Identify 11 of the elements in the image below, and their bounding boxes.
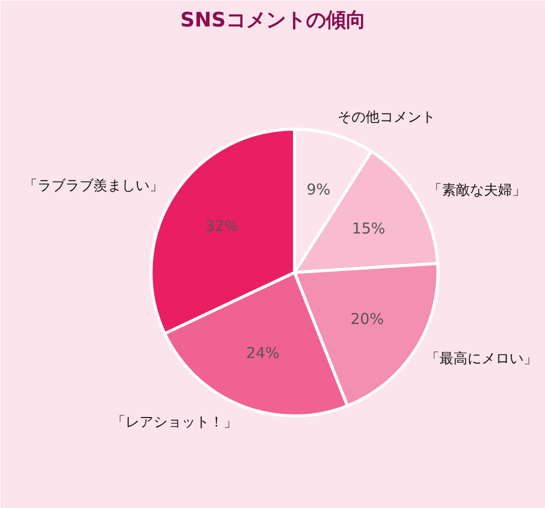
slice-label: 「最高にメロい」	[425, 350, 538, 367]
data-label: 24%	[246, 344, 280, 362]
slice-label: その他コメント	[338, 110, 436, 126]
chart-title: SNSコメントの傾向	[180, 8, 366, 32]
data-label: 32%	[205, 217, 239, 236]
slice-label: 「ラブラブ羨ましい」	[24, 178, 164, 194]
data-label: 9%	[306, 180, 330, 199]
data-label: 15%	[352, 220, 386, 238]
slice-label: 「素敵な夫婦」	[428, 182, 526, 198]
data-label: 20%	[350, 310, 384, 328]
slice-label: 「レアショット！」	[111, 414, 238, 430]
